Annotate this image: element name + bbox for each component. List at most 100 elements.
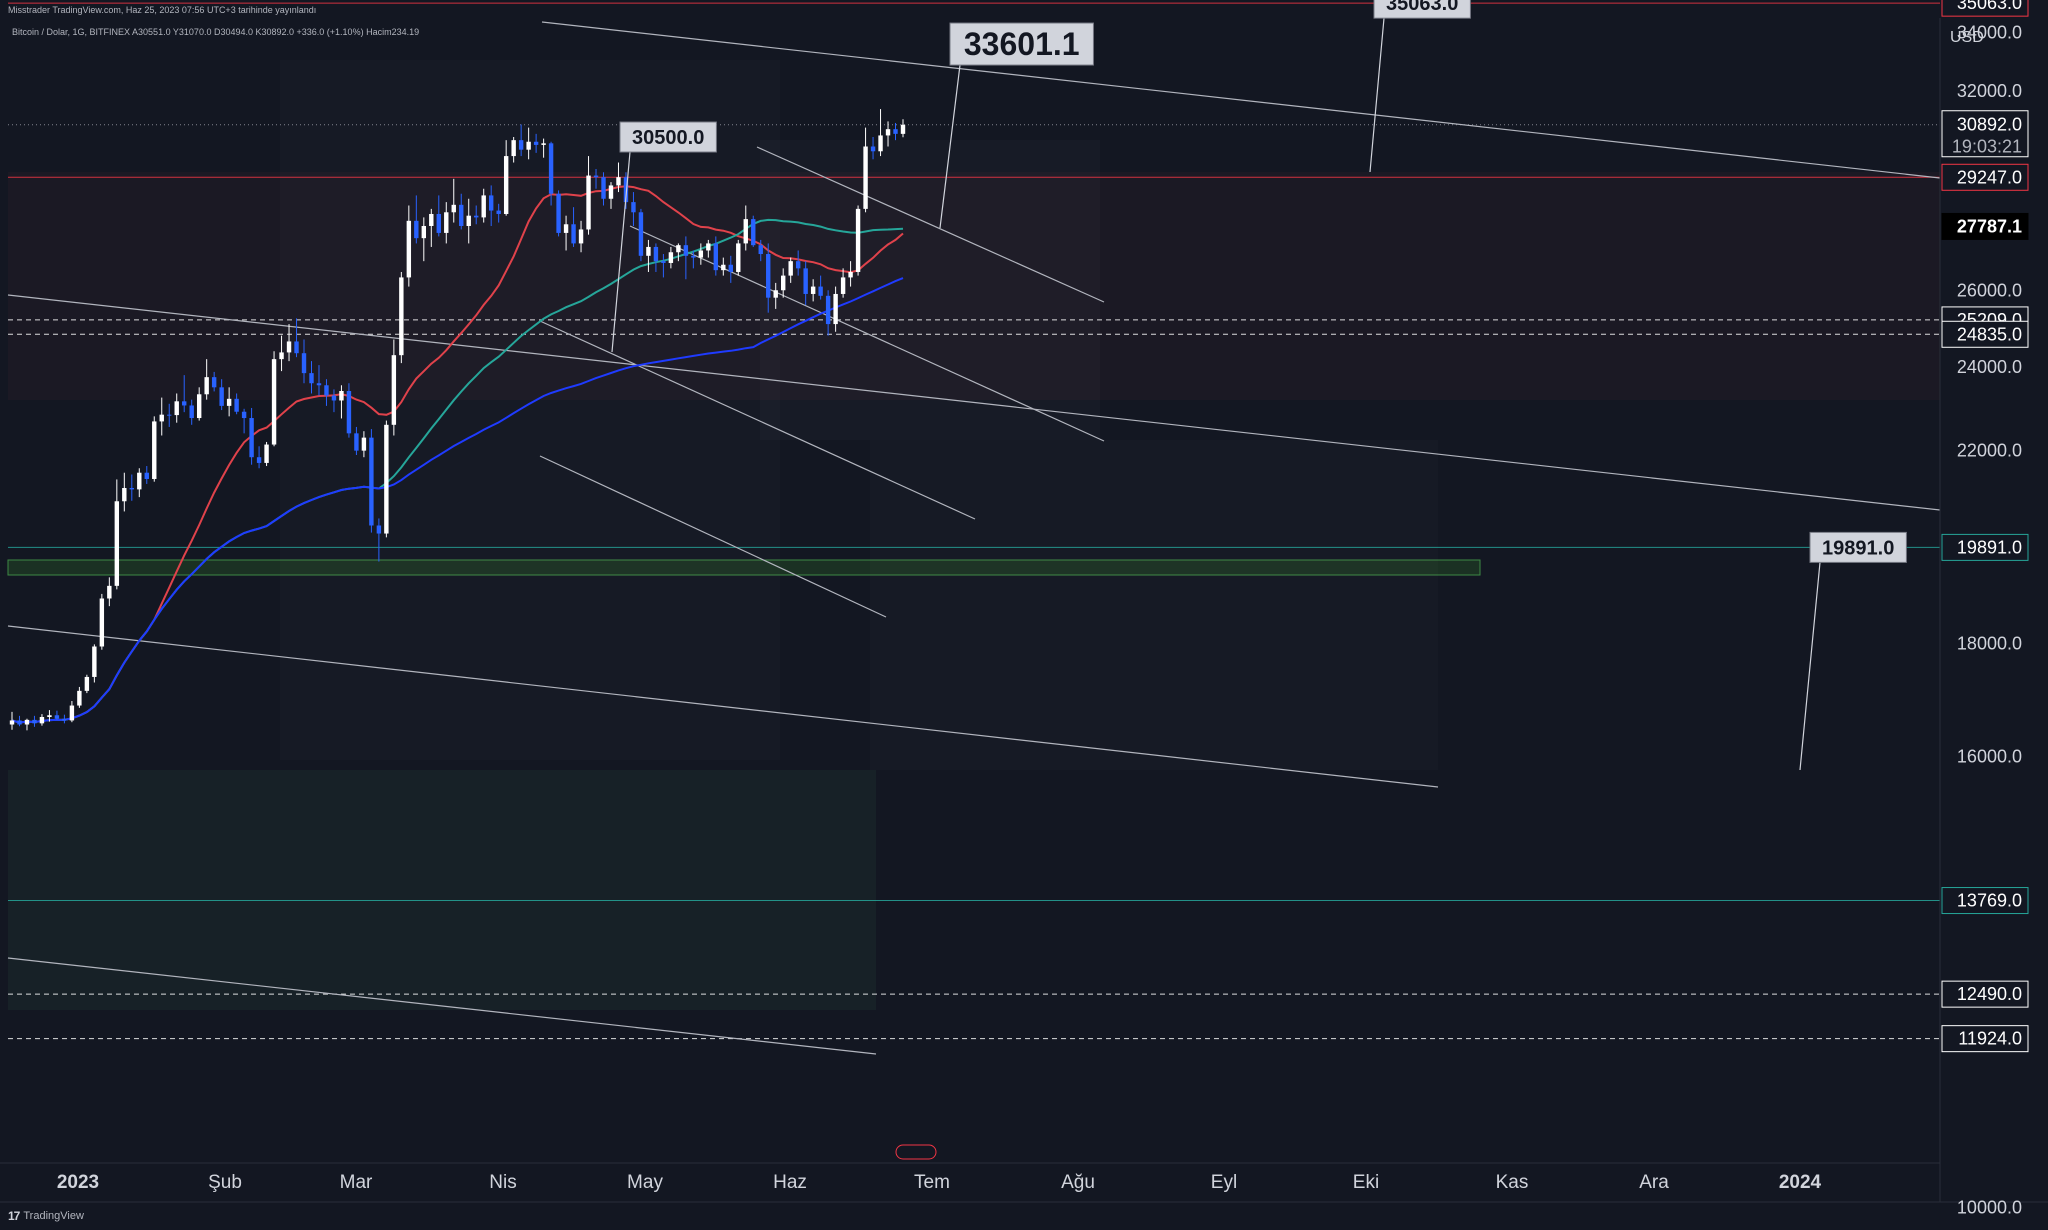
candle-body [369, 437, 374, 526]
candle-body [444, 212, 449, 233]
x-tick-label: Eyl [1211, 1172, 1237, 1193]
trendlines [7, 21, 1941, 1055]
candle-body [863, 146, 868, 209]
candle-body [481, 195, 486, 218]
trendline[interactable] [7, 294, 1941, 511]
trendline[interactable] [7, 957, 877, 1055]
candle-body [893, 129, 898, 134]
candle-body [339, 391, 344, 401]
candle-body [271, 359, 277, 445]
price-marker [1941, 887, 2029, 915]
candle-body [661, 261, 666, 263]
candle-body [578, 229, 584, 244]
candle-body [84, 676, 90, 691]
price-marker-label: 11924.0 [1958, 1029, 2022, 1049]
callout-pointer [611, 151, 631, 353]
candle-body [878, 135, 883, 152]
trendline[interactable] [756, 146, 1105, 303]
candle-body [773, 290, 778, 298]
candle-body [848, 271, 853, 278]
x-tick-label: 2024 [1779, 1172, 1822, 1193]
candle-body [781, 275, 786, 291]
candle-body [795, 261, 801, 269]
candle-body [766, 254, 771, 298]
callout-pointer [1369, 18, 1385, 173]
trendline[interactable] [541, 21, 1941, 179]
candle-body [9, 720, 15, 725]
countdown-label: 19:03:21 [1952, 137, 2022, 157]
y-tick-label: 34000.0 [1957, 23, 2022, 43]
candle-body [62, 718, 67, 721]
candle-body [825, 295, 831, 325]
x-tick-label: 2023 [57, 1172, 99, 1193]
y-tick-label: 32000.0 [1957, 81, 2022, 101]
candle-body [361, 437, 367, 451]
callout-box [949, 22, 1094, 66]
candle-body [69, 705, 75, 721]
candle-body [548, 143, 554, 194]
x-tick-label: Ağu [1061, 1172, 1095, 1193]
trendline[interactable] [539, 320, 976, 520]
candle-body [728, 264, 733, 272]
candle-body [107, 585, 112, 599]
candle-body [129, 488, 134, 490]
candle-body [803, 268, 808, 294]
y-tick-label: 18000.0 [1957, 633, 2022, 653]
candle-body [608, 185, 614, 199]
candle-body [159, 414, 164, 422]
price-marker [1941, 0, 2029, 17]
candle-body [818, 286, 823, 296]
price-marker-label: 24835.0 [1957, 324, 2022, 344]
x-axis: 2023 Şub Mar Nis May Haz Tem Ağu Eyl Eki Kas Ara 202… [57, 1172, 1822, 1193]
candle-body [354, 433, 359, 451]
candle-body [414, 220, 419, 239]
x-tick-label: Eki [1353, 1172, 1379, 1193]
candle-body [706, 243, 711, 251]
price-marker [1941, 320, 2029, 348]
candle-body [249, 418, 254, 458]
candle-body [541, 143, 546, 145]
candle-body [788, 261, 793, 276]
price-marker-label: 27787.1 [1957, 216, 2022, 236]
candle-body [226, 398, 232, 406]
events-icon[interactable] [895, 1144, 937, 1160]
candle-body [376, 525, 382, 534]
price-marker-label: 35063.0 [1957, 0, 2022, 13]
price-marker-label: 13769.0 [1957, 891, 2022, 911]
candle-body [503, 156, 509, 214]
candle-body [646, 246, 651, 256]
candle-body [17, 720, 22, 725]
callout-label: 19891.0 [1822, 537, 1894, 559]
published-info: Misstrader TradingView.com, Haz 25, 2023… [8, 5, 317, 15]
tradingview-logo[interactable]: 17 TradingView [8, 1209, 84, 1223]
candle-body [638, 212, 644, 256]
candle-body [174, 401, 179, 416]
trendline[interactable] [7, 625, 1439, 788]
x-tick-label: Ara [1639, 1172, 1669, 1193]
candle-body [279, 352, 284, 360]
candle-body [24, 719, 30, 725]
trendline[interactable] [629, 225, 1105, 442]
support-zone [8, 770, 876, 1010]
candle-body [436, 213, 441, 233]
candle-body [301, 353, 307, 374]
callout-label: 33601.1 [964, 26, 1080, 62]
candle-body [144, 472, 149, 479]
candle-body [429, 213, 434, 226]
candle-body [331, 395, 337, 401]
y-tick-label: 10000.0 [1957, 1198, 2022, 1218]
candle-body [511, 140, 516, 157]
candle-body [32, 719, 37, 724]
price-marker-label: 29247.0 [1957, 167, 2022, 187]
x-tick-label: Haz [773, 1172, 807, 1193]
currency-label: USD [1950, 29, 1984, 46]
candle-body [264, 444, 269, 463]
x-tick-label: Nis [489, 1172, 516, 1193]
candle-body [47, 715, 52, 717]
price-marker-label: 19891.0 [1957, 537, 2022, 557]
candle-body [713, 243, 719, 271]
candle-body [623, 177, 629, 203]
price-marker [1941, 1025, 2029, 1053]
trendline[interactable] [539, 455, 887, 618]
